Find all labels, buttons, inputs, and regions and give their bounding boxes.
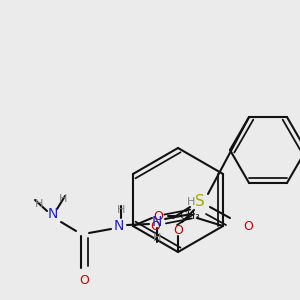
- Text: O: O: [79, 274, 89, 286]
- Text: CH₃: CH₃: [180, 211, 200, 221]
- Text: O: O: [153, 209, 163, 223]
- Text: H: H: [187, 197, 195, 207]
- Text: H: H: [153, 233, 161, 243]
- Text: H: H: [117, 205, 125, 215]
- Text: O: O: [173, 224, 183, 236]
- Text: H: H: [35, 199, 43, 209]
- Text: N: N: [114, 219, 124, 233]
- Text: S: S: [195, 194, 205, 209]
- Text: O: O: [243, 220, 253, 232]
- Text: N: N: [152, 215, 162, 229]
- Text: H: H: [59, 194, 67, 204]
- Text: N: N: [48, 207, 58, 221]
- Text: O: O: [150, 220, 160, 232]
